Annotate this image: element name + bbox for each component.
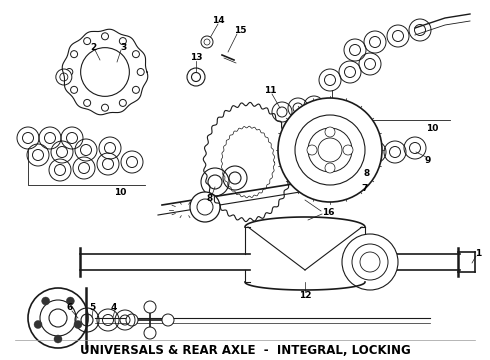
Circle shape bbox=[325, 127, 335, 137]
Circle shape bbox=[197, 199, 213, 215]
Text: 11: 11 bbox=[264, 86, 276, 95]
Text: 10: 10 bbox=[114, 188, 126, 197]
Circle shape bbox=[126, 314, 138, 326]
Circle shape bbox=[137, 68, 144, 76]
Circle shape bbox=[342, 234, 398, 290]
Circle shape bbox=[144, 327, 156, 339]
Circle shape bbox=[318, 138, 342, 162]
Circle shape bbox=[343, 145, 353, 155]
Text: 1: 1 bbox=[475, 248, 481, 257]
Circle shape bbox=[84, 99, 91, 107]
Circle shape bbox=[49, 309, 67, 327]
Circle shape bbox=[120, 37, 126, 45]
Text: 3: 3 bbox=[120, 42, 126, 51]
Circle shape bbox=[190, 192, 220, 222]
Text: 4: 4 bbox=[111, 302, 117, 311]
Circle shape bbox=[66, 68, 73, 76]
Circle shape bbox=[162, 314, 174, 326]
Circle shape bbox=[66, 297, 74, 305]
Circle shape bbox=[204, 39, 210, 45]
Text: 5: 5 bbox=[89, 302, 95, 311]
Circle shape bbox=[278, 98, 382, 202]
Circle shape bbox=[325, 163, 335, 173]
Circle shape bbox=[295, 115, 365, 185]
Circle shape bbox=[101, 33, 108, 40]
Text: 8: 8 bbox=[364, 168, 370, 177]
Text: 16: 16 bbox=[322, 207, 334, 216]
Circle shape bbox=[81, 48, 129, 96]
Circle shape bbox=[28, 288, 88, 348]
Circle shape bbox=[144, 301, 156, 313]
Text: 2: 2 bbox=[90, 42, 96, 51]
Circle shape bbox=[60, 73, 68, 81]
Circle shape bbox=[360, 252, 380, 272]
Circle shape bbox=[132, 51, 140, 58]
Text: 15: 15 bbox=[234, 26, 246, 35]
Circle shape bbox=[120, 99, 126, 107]
Circle shape bbox=[307, 145, 317, 155]
Circle shape bbox=[54, 335, 62, 343]
Text: UNIVERSALS & REAR AXLE  -  INTEGRAL, LOCKING: UNIVERSALS & REAR AXLE - INTEGRAL, LOCKI… bbox=[80, 343, 411, 356]
Circle shape bbox=[71, 86, 77, 93]
Text: 10: 10 bbox=[426, 123, 438, 132]
Circle shape bbox=[34, 320, 42, 328]
Text: 14: 14 bbox=[212, 15, 224, 24]
Circle shape bbox=[101, 104, 108, 111]
Circle shape bbox=[201, 36, 213, 48]
Circle shape bbox=[132, 86, 140, 93]
Text: 7: 7 bbox=[362, 184, 368, 193]
Text: 13: 13 bbox=[190, 53, 202, 62]
Circle shape bbox=[84, 37, 91, 45]
Text: 12: 12 bbox=[299, 291, 311, 300]
Circle shape bbox=[74, 320, 82, 328]
Circle shape bbox=[352, 244, 388, 280]
Text: 6: 6 bbox=[67, 303, 73, 312]
Circle shape bbox=[308, 128, 352, 172]
Circle shape bbox=[42, 297, 49, 305]
Text: 9: 9 bbox=[425, 156, 431, 165]
Text: 8: 8 bbox=[207, 194, 213, 202]
Circle shape bbox=[56, 69, 72, 85]
Circle shape bbox=[71, 51, 77, 58]
Circle shape bbox=[40, 300, 76, 336]
